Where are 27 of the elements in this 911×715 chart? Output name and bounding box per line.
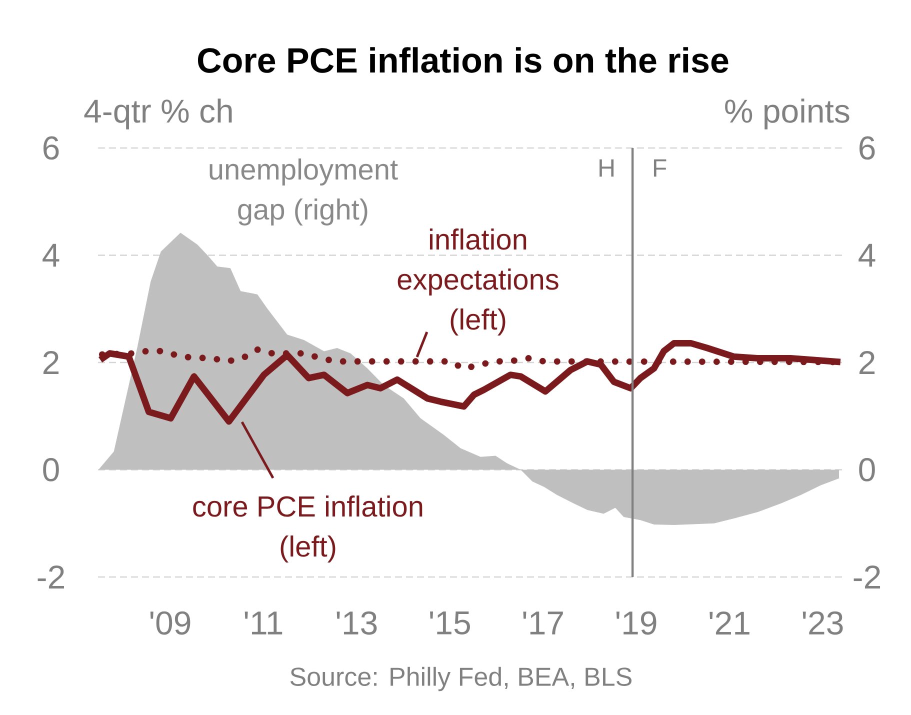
legend-label: core PCE inflation (left) [193,495,422,562]
x-tick-label: '09 [150,611,190,635]
annotation: H [600,159,614,177]
x-tick-label: '17 [523,612,563,634]
y-axis-title: 4-qtr % ch [84,98,232,130]
x-tick-label: '15 [430,611,470,635]
x-tick-label: '19 [616,611,656,635]
series-label: unemployment gap (right) [210,158,398,226]
y-tick-label: 4 [42,244,60,267]
y2-tick-label: -2 [854,565,880,589]
y-tick-label: 2 [43,350,59,374]
y-tick-label: 6 [43,136,59,160]
series-label: inflation expectations (left) [398,228,558,336]
chart-title: Core PCE inflation is on the rise [198,47,728,73]
y2-tick-label: 0 [859,458,875,482]
annotation: F [654,159,666,177]
x-tick-label: '21 [710,611,750,635]
y2-tick-label: 2 [859,350,875,374]
x-tick-label: '13 [336,611,377,635]
y2-axis-title: % points [725,98,850,130]
y-tick-label: 0 [43,458,59,482]
x-tick-label: '23 [802,611,843,635]
y2-tick-label: 4 [858,244,876,267]
y-tick-label: -2 [38,565,64,589]
x-tick-label: '11 [244,612,282,634]
y2-tick-label: 6 [860,136,875,160]
source-note: Source: Philly Fed, BEA, BLS [290,666,632,692]
